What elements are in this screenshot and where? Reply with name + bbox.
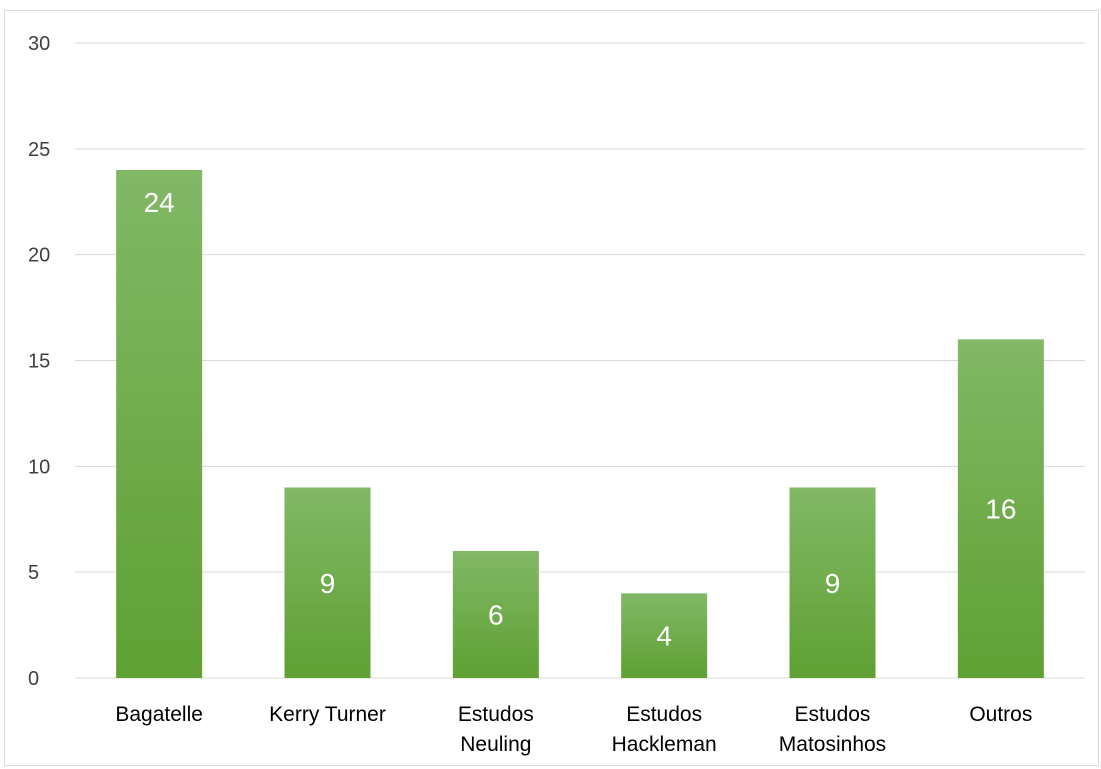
bar xyxy=(284,487,371,678)
y-tick-label: 5 xyxy=(28,562,39,584)
y-tick-label: 10 xyxy=(28,456,50,478)
x-tick-label-line: Outros xyxy=(969,703,1032,726)
x-tick-label-line: Estudos xyxy=(458,703,534,726)
data-label: 24 xyxy=(144,187,175,218)
x-tick-label-line: Bagatelle xyxy=(115,703,203,726)
data-labels: 24 9 6 4 9 16 xyxy=(144,187,1017,652)
gridlines xyxy=(75,42,1085,679)
data-label: 4 xyxy=(656,621,672,652)
x-tick-label-line: Neuling xyxy=(460,733,531,756)
data-label: 16 xyxy=(985,494,1016,525)
bar xyxy=(957,339,1044,678)
x-tick-label-line: Hackleman xyxy=(612,733,717,756)
data-label: 6 xyxy=(488,600,504,631)
x-tick-label: Kerry Turner xyxy=(269,703,386,726)
x-tick-label: Bagatelle xyxy=(115,703,203,726)
x-tick-label: Estudos Neuling xyxy=(458,703,534,756)
x-tick-label-line: Estudos xyxy=(626,703,702,726)
x-tick-label-line: Matosinhos xyxy=(779,733,886,756)
x-tick-label: Estudos Matosinhos xyxy=(779,703,886,756)
x-axis-tick-labels: Bagatelle Kerry Turner Estudos NeulingEstud… xyxy=(115,703,1032,756)
x-tick-label: Estudos Hackleman xyxy=(612,703,717,756)
data-label: 9 xyxy=(825,568,841,599)
y-tick-label: 20 xyxy=(28,245,50,267)
x-tick-label-line: Kerry Turner xyxy=(269,703,386,726)
x-tick-label: Outros xyxy=(969,703,1032,726)
bars xyxy=(116,170,1044,678)
y-axis-tick-labels: 0 5 10 15 20 25 30 xyxy=(28,33,50,690)
bar xyxy=(116,170,203,678)
y-tick-label: 0 xyxy=(28,668,39,690)
bar xyxy=(452,551,539,678)
data-label: 9 xyxy=(320,568,336,599)
y-tick-label: 30 xyxy=(28,33,50,55)
y-tick-label: 15 xyxy=(28,351,50,373)
y-tick-label: 25 xyxy=(28,139,50,161)
x-tick-label-line: Estudos xyxy=(795,703,871,726)
bar xyxy=(789,487,876,678)
bar xyxy=(621,593,708,678)
